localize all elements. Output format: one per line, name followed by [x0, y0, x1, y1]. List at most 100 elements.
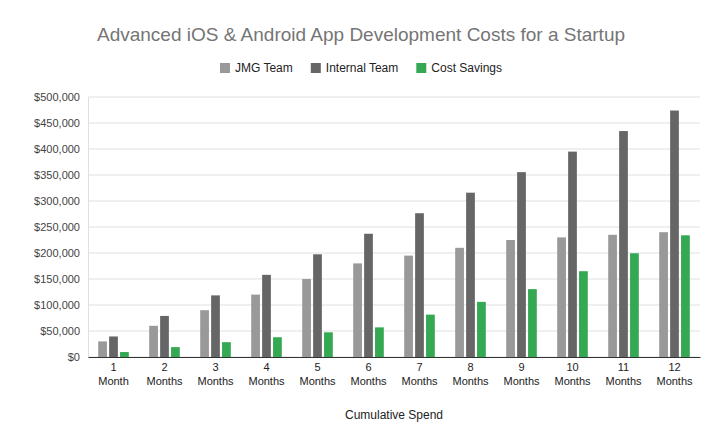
bar: [273, 337, 282, 357]
bar: [466, 193, 475, 357]
y-tick: $350,000: [34, 169, 88, 181]
y-tick: $450,000: [34, 117, 88, 129]
series: [109, 111, 679, 357]
x-tick-label: 1Month: [98, 361, 129, 387]
bar: [98, 341, 107, 357]
bar: [160, 316, 169, 357]
bar: [262, 275, 271, 357]
x-tick-label-line: 3: [212, 361, 218, 373]
legend-swatch: [416, 63, 426, 73]
x-tick: 9Months: [503, 357, 540, 387]
legend: JMG TeamInternal TeamCost Savings: [220, 61, 502, 75]
bar: [353, 263, 362, 357]
legend-label: JMG Team: [235, 61, 293, 75]
x-tick-label-line: Months: [656, 375, 693, 387]
bar: [528, 289, 537, 357]
x-tick: 1Month: [98, 357, 129, 387]
x-tick-label-line: 11: [618, 361, 629, 373]
x-axis-title: Cumulative Spend: [345, 408, 443, 422]
bar: [506, 240, 515, 357]
legend-item: Cost Savings: [416, 61, 502, 75]
bar: [455, 248, 464, 357]
x-tick: 11 Months: [605, 357, 642, 387]
x-tick-label-line: Months: [401, 375, 438, 387]
x-tick-label-line: 2: [161, 361, 167, 373]
grid-line: [88, 175, 700, 176]
bar: [681, 235, 690, 357]
x-tick-label: 3Months: [197, 361, 234, 387]
y-axis: $0$50,000$100,000$150,000$200,000$250,00…: [34, 91, 88, 363]
x-tick-label: 9Months: [503, 361, 540, 387]
y-tick-label: $450,000: [34, 117, 80, 129]
x-tick-label: 10Months: [554, 361, 591, 387]
y-tick-label: $100,000: [34, 299, 80, 311]
x-tick-label-line: Months: [146, 375, 183, 387]
bar: [619, 131, 628, 357]
plot: $0$50,000$100,000$150,000$200,000$250,00…: [34, 91, 700, 387]
bar: [426, 315, 435, 357]
bar: [324, 332, 333, 357]
x-tick-label: 11 Months: [605, 361, 642, 387]
bar: [211, 295, 220, 357]
bar: [251, 295, 260, 357]
background: [0, 0, 722, 446]
x-tick-label-line: Months: [248, 375, 285, 387]
bar: [109, 336, 118, 357]
x-tick-label: 5 Months: [299, 361, 336, 387]
x-tick: 8 Months: [452, 357, 489, 387]
grid-line: [88, 123, 700, 124]
grid: [88, 97, 700, 357]
bar: [557, 237, 566, 357]
y-tick-label: $400,000: [34, 143, 80, 155]
x-tick-label: 2 Months: [146, 361, 183, 387]
x-tick-label-line: 5: [314, 361, 320, 373]
x-tick-label: 8 Months: [452, 361, 489, 387]
x-tick: 4Months: [248, 357, 285, 387]
x-tick-label-line: 10: [566, 361, 578, 373]
x-tick-label-line: 12: [668, 361, 680, 373]
bar: [670, 111, 679, 357]
legend-swatch: [220, 63, 230, 73]
x-tick: 5 Months: [299, 357, 336, 387]
x-axis: 1Month2Months3Months4Months5Months6Month…: [89, 357, 701, 387]
series: [98, 232, 668, 357]
x-tick: 2 Months: [146, 357, 183, 387]
y-tick-label: $0: [68, 351, 80, 363]
x-tick-label-line: Months: [299, 375, 336, 387]
bar: [313, 254, 322, 357]
legend-label: Cost Savings: [431, 61, 502, 75]
grid-line: [88, 149, 700, 150]
bar: [415, 213, 424, 357]
bar: [171, 347, 180, 357]
y-tick: $200,000: [34, 247, 88, 259]
grid-line: [88, 201, 700, 202]
x-tick-label-line: Months: [452, 375, 489, 387]
y-tick-label: $500,000: [34, 91, 80, 103]
x-tick-label: 4Months: [248, 361, 285, 387]
y-tick-label: $150,000: [34, 273, 80, 285]
bar: [149, 326, 158, 357]
bar: [364, 234, 373, 357]
bar: [477, 302, 486, 357]
y-tick: $250,000: [34, 221, 88, 233]
bar: [302, 279, 311, 357]
y-tick: $400,000: [34, 143, 88, 155]
bar: [659, 232, 668, 357]
y-axis-line: [88, 98, 89, 358]
x-tick-label-line: 8: [467, 361, 473, 373]
x-tick-label: 12 Months: [656, 361, 693, 387]
bar: [630, 253, 639, 357]
series: [120, 235, 690, 357]
x-tick-label: 7 Months: [401, 361, 438, 387]
x-tick: 7 Months: [401, 357, 438, 387]
x-tick-label-line: 6: [365, 361, 371, 373]
bars: [98, 111, 690, 357]
x-tick: 12 Months: [656, 357, 693, 387]
bar: [200, 310, 209, 357]
title: Advanced iOS & Android App Development C…: [97, 24, 625, 45]
x-tick-label: 6Months: [350, 361, 387, 387]
x-tick-label-line: Months: [605, 375, 642, 387]
legend-swatch: [311, 63, 321, 73]
x-tick-label-line: 7: [416, 361, 422, 373]
y-tick-label: $350,000: [34, 169, 80, 181]
